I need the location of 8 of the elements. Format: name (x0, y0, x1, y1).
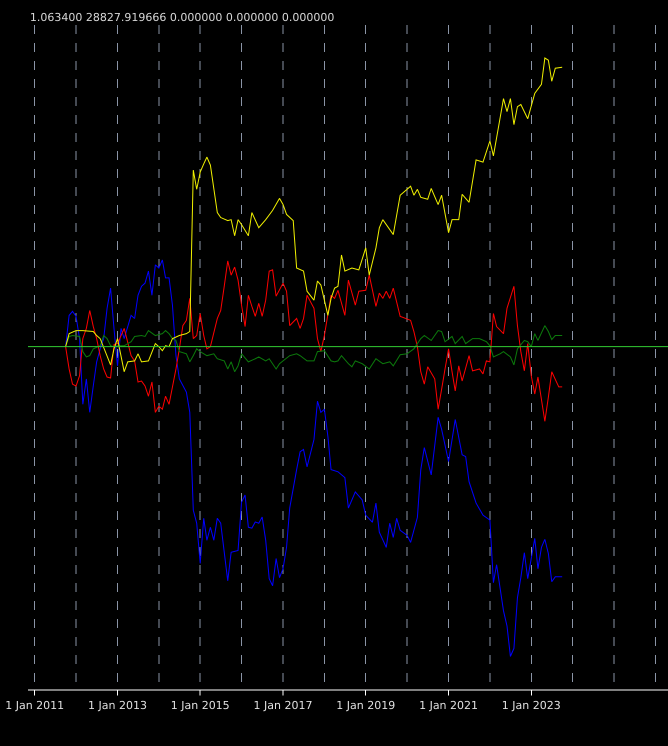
x-tick-label: 1 Jan 2023 (502, 698, 561, 712)
x-tick-label: 1 Jan 2017 (254, 698, 313, 712)
x-tick-label: 1 Jan 2019 (336, 698, 396, 712)
x-tick-label: 1 Jan 2015 (170, 698, 230, 712)
x-tick-label: 1 Jan 2011 (5, 698, 64, 712)
chart-title: 1.063400 28827.919666 0.000000 0.000000 0.000000 (30, 11, 334, 24)
x-tick-label: 1 Jan 2013 (88, 698, 147, 712)
x-tick-label: 1 Jan 2021 (419, 698, 478, 712)
